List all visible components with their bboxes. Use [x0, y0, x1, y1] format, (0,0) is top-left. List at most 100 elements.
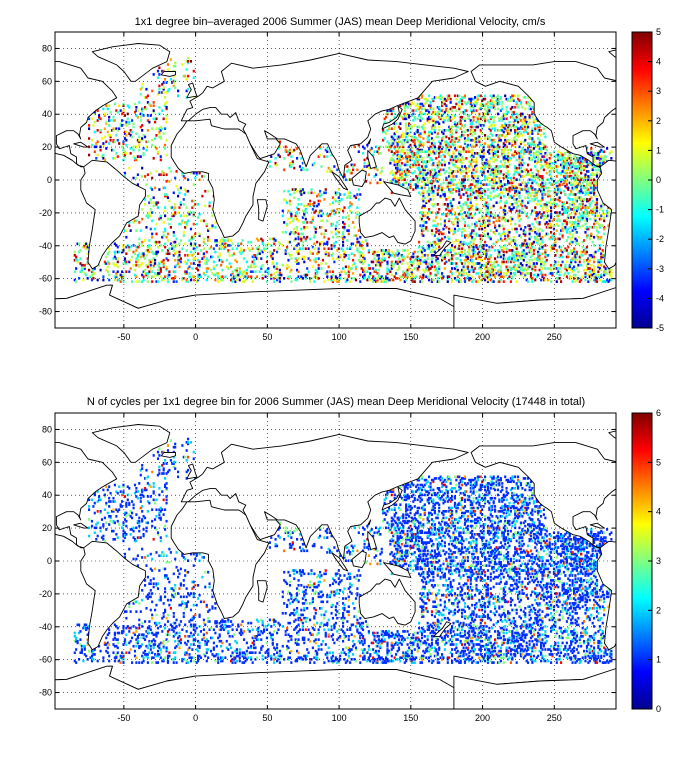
- data-cell: [357, 229, 360, 232]
- data-cell: [479, 124, 482, 127]
- data-cell: [80, 267, 83, 270]
- data-cell: [485, 265, 488, 269]
- data-cell: [422, 160, 425, 163]
- data-cell: [505, 201, 508, 205]
- data-cell: [448, 231, 451, 234]
- data-cell: [577, 270, 580, 274]
- data-cell: [418, 168, 421, 172]
- data-cell: [396, 250, 399, 254]
- data-cell: [552, 191, 556, 195]
- data-cell: [443, 140, 446, 144]
- data-cell: [329, 270, 332, 274]
- data-cell: [465, 168, 468, 172]
- data-cell: [558, 155, 561, 158]
- data-cell: [426, 254, 429, 257]
- data-cell: [456, 186, 459, 190]
- data-cell: [499, 255, 502, 259]
- data-cell: [489, 115, 492, 119]
- data-cell: [446, 97, 449, 101]
- data-cell: [175, 263, 178, 267]
- data-cell: [608, 273, 611, 277]
- data-cell: [395, 160, 398, 163]
- data-cell: [323, 242, 326, 246]
- data-cell: [397, 137, 401, 140]
- data-cell: [486, 262, 490, 265]
- data-cell: [489, 150, 492, 154]
- data-cell: [540, 212, 543, 216]
- data-cell: [441, 145, 444, 149]
- data-cell: [448, 96, 451, 99]
- data-cell: [449, 191, 452, 195]
- data-cell: [495, 260, 498, 264]
- data-cell: [349, 171, 352, 175]
- data-cell: [377, 254, 380, 257]
- data-cell: [603, 155, 606, 158]
- data-cell: [594, 209, 597, 213]
- data-cell: [436, 193, 439, 196]
- data-cell: [527, 122, 530, 126]
- data-cell: [555, 211, 558, 214]
- data-cell: [356, 249, 359, 252]
- data-cell: [195, 245, 198, 249]
- data-cell: [581, 158, 584, 162]
- data-cell: [583, 157, 586, 160]
- data-cell: [552, 242, 556, 246]
- data-cell: [309, 277, 312, 280]
- data-cell: [451, 278, 454, 282]
- data-cell: [433, 168, 436, 172]
- data-cell: [474, 186, 477, 190]
- data-cell: [517, 250, 520, 254]
- data-cell: [331, 278, 335, 282]
- data-cell: [491, 101, 494, 104]
- data-cell: [535, 196, 538, 200]
- data-cell: [83, 265, 86, 269]
- data-cell: [453, 277, 457, 280]
- data-cell: [340, 235, 343, 239]
- data-cell: [449, 229, 452, 232]
- data-cell: [393, 171, 396, 175]
- data-cell: [600, 268, 603, 272]
- data-cell: [511, 227, 514, 231]
- data-cell: [522, 229, 525, 232]
- data-cell: [518, 209, 521, 213]
- data-cell: [273, 242, 276, 246]
- data-cell: [306, 273, 309, 277]
- data-cell: [517, 252, 520, 256]
- data-cell: [507, 229, 510, 232]
- data-cell: [409, 155, 412, 158]
- data-cell: [507, 138, 510, 142]
- data-cell: [451, 178, 454, 182]
- data-cell: [498, 226, 501, 229]
- data-cell: [287, 189, 290, 193]
- data-cell: [423, 122, 426, 126]
- data-cell: [423, 270, 426, 274]
- data-cell: [317, 250, 320, 254]
- data-cell: [561, 157, 564, 160]
- data-cell: [260, 249, 263, 252]
- data-cell: [445, 104, 448, 108]
- data-cell: [389, 158, 392, 162]
- data-cell: [171, 277, 174, 280]
- data-cell: [564, 211, 567, 214]
- data-cell: [433, 234, 436, 237]
- data-cell: [287, 265, 290, 269]
- data-cell: [185, 262, 188, 265]
- data-cell: [529, 153, 533, 157]
- data-cell: [512, 125, 515, 129]
- data-cell: [560, 180, 563, 183]
- data-cell: [189, 275, 193, 279]
- data-cell: [453, 212, 457, 216]
- data-cell: [288, 240, 292, 244]
- data-cell: [558, 255, 561, 259]
- data-cell: [540, 134, 543, 137]
- data-cell: [461, 262, 464, 265]
- data-cell: [311, 252, 314, 256]
- data-cell: [486, 119, 490, 122]
- data-cell: [220, 247, 223, 251]
- data-cell: [458, 168, 461, 172]
- data-cell: [463, 124, 467, 127]
- data-cell: [194, 257, 197, 260]
- data-cell: [455, 216, 458, 219]
- data-cell: [481, 102, 484, 106]
- data-cell: [585, 258, 589, 262]
